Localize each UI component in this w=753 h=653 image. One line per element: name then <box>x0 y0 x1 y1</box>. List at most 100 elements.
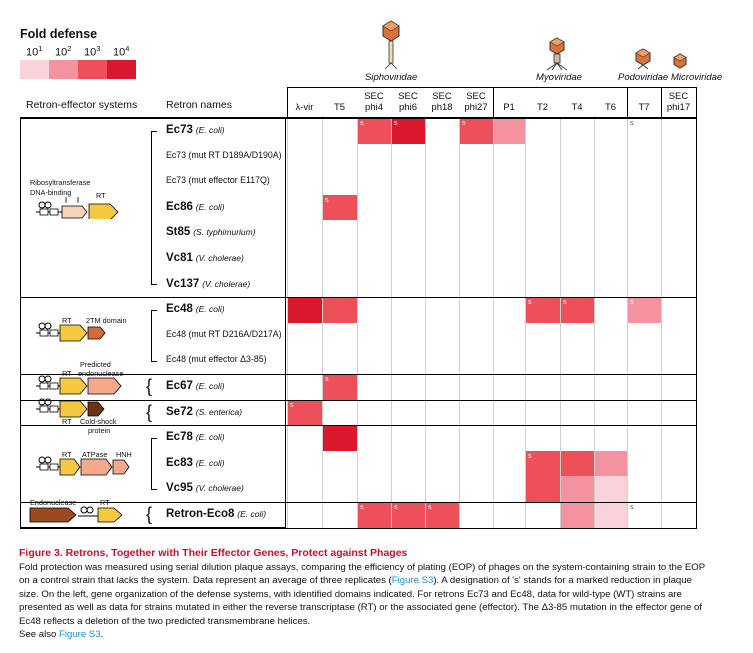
caption-text: ). A designation of 's' stands for a mar… <box>433 575 692 586</box>
fold-defense-cell <box>322 425 357 451</box>
podovirus-icon <box>635 48 651 70</box>
gene-diagram-6 <box>29 506 123 523</box>
plaque-size-mark: s <box>428 504 432 511</box>
retron-name: Ec48 (mut RT D216A/D217A) <box>166 328 282 339</box>
legend-level-label: 103 <box>84 44 101 59</box>
caption-text: . <box>100 629 104 640</box>
phage-column-header: SEC ph18 <box>431 91 453 113</box>
retron-name: Retron-Eco8 (E. coli) <box>166 508 267 520</box>
table-gridline <box>525 118 526 528</box>
gene-diagram-2 <box>36 322 106 342</box>
fold-defense-cell: s <box>627 502 661 528</box>
retron-name: Ec73 (E. coli) <box>166 124 225 136</box>
caption-line: See also Figure S3. <box>19 628 739 642</box>
group-bracket <box>151 310 152 362</box>
fold-defense-cell: s <box>357 502 391 528</box>
fold-defense-cell <box>560 502 594 528</box>
plaque-size-mark: s <box>394 120 398 127</box>
plaque-size-mark: s <box>563 299 567 307</box>
gene-diagram-1 <box>36 197 119 219</box>
phage-column-header: T7 <box>638 102 650 113</box>
phage-column-header: SEC phi17 <box>666 91 691 113</box>
caption-line: Ec48 reflects a deletion of the two pred… <box>19 615 311 627</box>
plaque-size-mark: s <box>325 376 329 383</box>
header-names: Retron names <box>166 99 232 111</box>
retron-name: Ec48 (mut effector Δ3-85) <box>166 354 267 365</box>
table-line <box>20 425 697 427</box>
retron-name: Ec73 (mut effector E117Q) <box>166 175 270 186</box>
phage-column-header: SEC phi6 <box>398 91 418 113</box>
gene-label: DNA-binding <box>30 188 72 197</box>
group-bracket <box>151 284 157 286</box>
group-bracket <box>151 130 152 285</box>
fold-defense-cell: s <box>627 118 661 144</box>
fold-defense-cell: s <box>425 502 459 528</box>
retron-name: Ec86 (E. coli) <box>166 200 225 213</box>
group-bracket <box>151 489 157 491</box>
gene-label: RT <box>62 450 72 459</box>
plaque-size-mark: s <box>528 299 532 307</box>
table-line <box>20 399 697 401</box>
table-line <box>20 117 697 118</box>
retron-name: Ec73 (mut RT D189A/D190A) <box>166 149 282 160</box>
table-line <box>696 87 697 528</box>
figure-title: Figure 3. Retrons, Together with Their E… <box>19 547 408 559</box>
figure-s3-link[interactable]: Figure S3 <box>391 575 434 586</box>
plaque-size-mark: s <box>360 120 364 127</box>
figure-s3-link[interactable]: Figure S3 <box>59 629 101 640</box>
table-gridline <box>594 118 595 528</box>
retron-name: Ec83 (E. coli) <box>166 456 225 469</box>
retron-name: Vc137 (V. cholerae) <box>166 277 251 290</box>
header-systems: Retron-effector systems <box>26 99 138 111</box>
retron-name: Se72 (S. enterica) <box>166 405 243 418</box>
plaque-size-mark: s <box>325 196 329 204</box>
phage-column-header: λ-vir <box>295 102 314 113</box>
table-line <box>20 527 697 529</box>
table-gridline <box>493 118 494 528</box>
fold-defense-cell: s <box>322 374 357 400</box>
caption-line: presented as well as data for strains mu… <box>19 602 702 613</box>
fold-defense-cell: s <box>391 118 425 144</box>
table-gridline <box>322 118 323 528</box>
retron-name: Ec78 (E. coli) <box>166 431 225 444</box>
gene-label: RT <box>62 316 72 325</box>
family-microviridae: Microviridae <box>671 72 723 83</box>
gene-label: RT <box>62 417 72 426</box>
retron-name: St85 (S. typhimurium) <box>166 226 256 239</box>
group-bracket <box>151 130 157 132</box>
plaque-size-mark: s <box>290 401 294 409</box>
phage-column-header: T6 <box>604 102 617 113</box>
fold-defense-cell: s <box>391 502 425 528</box>
plaque-size-mark: s <box>528 452 532 460</box>
phage-column-header: SEC phi27 <box>464 91 488 113</box>
group-bracket: { <box>146 504 153 524</box>
gene-diagram-4 <box>36 398 105 418</box>
gene-label: Ribosyltransferase <box>30 178 91 187</box>
family-myoviridae: Myoviridae <box>536 72 582 83</box>
fold-defense-cell <box>560 450 594 477</box>
table-gridline <box>459 118 460 528</box>
fold-defense-cell: s <box>322 194 357 221</box>
legend-swatch <box>78 60 107 79</box>
fold-defense-cell <box>287 297 322 323</box>
myovirus-icon <box>546 37 568 71</box>
gene-label: ATPase <box>82 450 108 459</box>
gene-label: Predicted <box>80 360 111 369</box>
fold-defense-cell: s <box>525 450 560 477</box>
gene-label: 2TM domain <box>86 316 127 325</box>
table-gridline <box>357 118 358 528</box>
retron-name: Vc81 (V. cholerae) <box>166 252 244 264</box>
caption-line: Fold protection was measured using seria… <box>19 561 706 573</box>
fold-defense-cell: s <box>287 399 322 426</box>
gene-label: Cold-shock <box>80 417 117 426</box>
family-podoviridae: Podoviridae <box>618 72 669 83</box>
gene-label: protein <box>88 426 111 435</box>
legend-level-label: 104 <box>113 44 130 59</box>
retron-name: Ec67 (E. coli) <box>166 380 225 392</box>
group-bracket <box>151 438 152 490</box>
table-line <box>20 374 697 375</box>
phage-column-header: P1 <box>503 102 515 113</box>
table-line <box>20 297 697 299</box>
retron-name: Ec48 (E. coli) <box>166 303 225 316</box>
table-gridline <box>661 118 662 528</box>
